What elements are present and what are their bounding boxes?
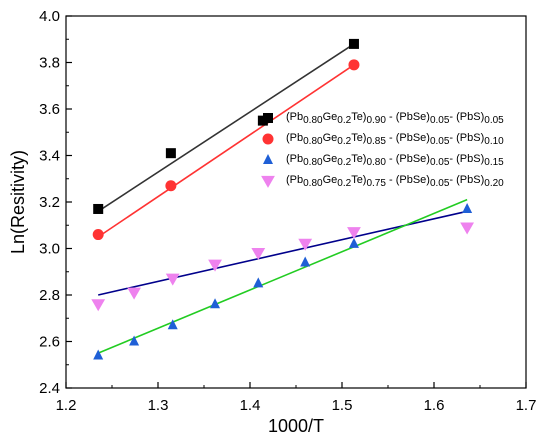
data-point-series-1 — [348, 38, 359, 49]
y-tick-label: 4.0 — [39, 8, 60, 25]
axis-ticks: 1.2 1.3 1.4 1.5 1.6 1.7 2.4 2.6 2.8 3.0 3.2 3.4 3.6 3… — [39, 8, 536, 414]
data-point-series-1 — [165, 148, 176, 159]
data-markers — [91, 38, 475, 360]
data-point-series-3 — [462, 202, 473, 213]
data-point-series-3 — [300, 256, 311, 267]
y-tick-label: 2.6 — [39, 334, 60, 351]
data-point-series-3 — [210, 298, 221, 309]
x-tick-label: 1.3 — [148, 397, 169, 414]
data-point-series-1 — [93, 203, 104, 214]
y-tick-label: 3.0 — [39, 241, 60, 258]
y-tick-label: 3.2 — [39, 194, 60, 211]
y-tick-label: 3.6 — [39, 101, 60, 118]
legend-label-series-3: (Pb0.80Ge0.2Te)0.80 - (PbSe)0.05- (PbS)0… — [286, 153, 504, 168]
legend-label-series-1: (Pb0.80Ge0.2Te)0.90 - (PbSe)0.05- (PbS)0… — [286, 111, 504, 126]
y-tick-label: 3.8 — [39, 55, 60, 72]
data-point-series-4 — [460, 222, 475, 235]
x-tick-label: 1.5 — [332, 397, 353, 414]
legend-marker-series-2 — [262, 133, 274, 145]
x-axis-label: 1000/T — [268, 416, 324, 436]
fit-line-series-4 — [97, 198, 468, 354]
data-point-series-2 — [92, 229, 104, 241]
data-point-series-4 — [165, 273, 180, 286]
legend-marker-series-3 — [263, 154, 273, 164]
data-point-series-3 — [167, 319, 178, 330]
y-tick-label: 2.8 — [39, 287, 60, 304]
legend-marker-series-4 — [261, 175, 275, 188]
data-point-series-4 — [127, 287, 141, 300]
legend-label-series-4: (Pb0.80Ge0.2Te)0.75 - (PbSe)0.05- (PbS)0… — [286, 174, 504, 189]
y-axis-label: Ln(Resitivity) — [8, 150, 28, 254]
data-point-series-4 — [208, 259, 222, 272]
fit-line-series-2 — [97, 64, 355, 238]
plot-frame — [65, 15, 527, 389]
data-point-series-4 — [298, 238, 313, 251]
x-tick-label: 1.2 — [56, 397, 77, 414]
data-point-series-3 — [129, 335, 140, 346]
y-tick-label: 3.4 — [39, 148, 60, 165]
data-point-series-4 — [347, 227, 361, 240]
y-tick-label: 2.4 — [39, 380, 60, 397]
fit-line-series-1 — [97, 43, 355, 212]
data-point-series-2 — [348, 59, 360, 71]
data-point-series-1 — [257, 115, 268, 126]
legend-label-series-2: (Pb0.80Ge0.2Te)0.85 - (PbSe)0.05- (PbS)0… — [286, 132, 504, 147]
legend-marker-series-1 — [263, 113, 273, 123]
fit-lines — [97, 43, 468, 354]
data-point-series-3 — [93, 349, 104, 360]
legend: (Pb0.80Ge0.2Te)0.90 - (PbSe)0.05- (PbS)0… — [261, 111, 504, 189]
x-tick-label: 1.6 — [424, 397, 445, 414]
data-point-series-3 — [253, 277, 264, 288]
data-point-series-3 — [348, 237, 359, 248]
data-point-series-2 — [165, 180, 177, 192]
data-point-series-4 — [91, 299, 106, 312]
data-point-series-4 — [251, 248, 266, 261]
x-tick-label: 1.4 — [240, 397, 261, 414]
x-tick-label: 1.7 — [516, 397, 537, 414]
fit-line-series-3 — [98, 210, 468, 296]
